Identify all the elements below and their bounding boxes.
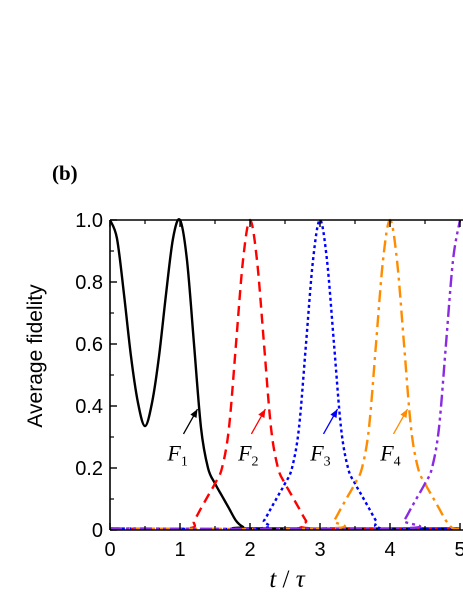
y-axis-title: Average fidelity [24, 284, 47, 428]
series-label-2: F2 [237, 441, 258, 470]
y-tick-label: 0.2 [75, 458, 103, 480]
x-axis-title-part: τ [296, 566, 306, 593]
x-axis-title-part: / [276, 566, 295, 593]
series-line-3 [110, 218, 461, 531]
series-layer [110, 218, 462, 531]
x-tick-label: 1 [174, 539, 185, 561]
ticks-layer: 0 1 2 3 4 5 0 0.2 0.4 0.6 0.8 1.0 [75, 210, 463, 561]
y-tick-label: 0 [92, 520, 103, 542]
annotation-arrowhead-3 [330, 409, 338, 419]
x-tick-label: 3 [314, 539, 325, 561]
series-line-1 [110, 218, 461, 530]
y-tick-label: 0.8 [75, 272, 103, 294]
x-axis-title: t / τ [269, 566, 305, 593]
series-label-1: F1 [166, 441, 187, 470]
x-tick-label: 0 [104, 539, 115, 561]
annotation-arrowhead-1 [190, 409, 198, 419]
annotation-arrowhead-4 [400, 409, 408, 419]
y-tick-label: 0.6 [75, 334, 103, 356]
series-line-5 [110, 219, 462, 531]
panel-label: (b) [52, 161, 78, 185]
series-line-4 [110, 218, 461, 531]
x-axis-title-part: t [269, 566, 277, 593]
y-tick-label: 0.4 [75, 396, 103, 418]
axes-layer [109, 219, 463, 531]
annotation-layer: F1 F2 F3 F4 [166, 408, 409, 470]
y-tick-label: 1.0 [75, 210, 103, 232]
series-label-3: F3 [309, 441, 330, 470]
series-label-4: F4 [379, 441, 400, 470]
series-line-2 [110, 218, 461, 531]
x-tick-label: 5 [454, 539, 463, 561]
x-tick-label: 4 [384, 539, 395, 561]
annotation-arrowhead-2 [258, 409, 266, 419]
x-tick-label: 2 [244, 539, 255, 561]
